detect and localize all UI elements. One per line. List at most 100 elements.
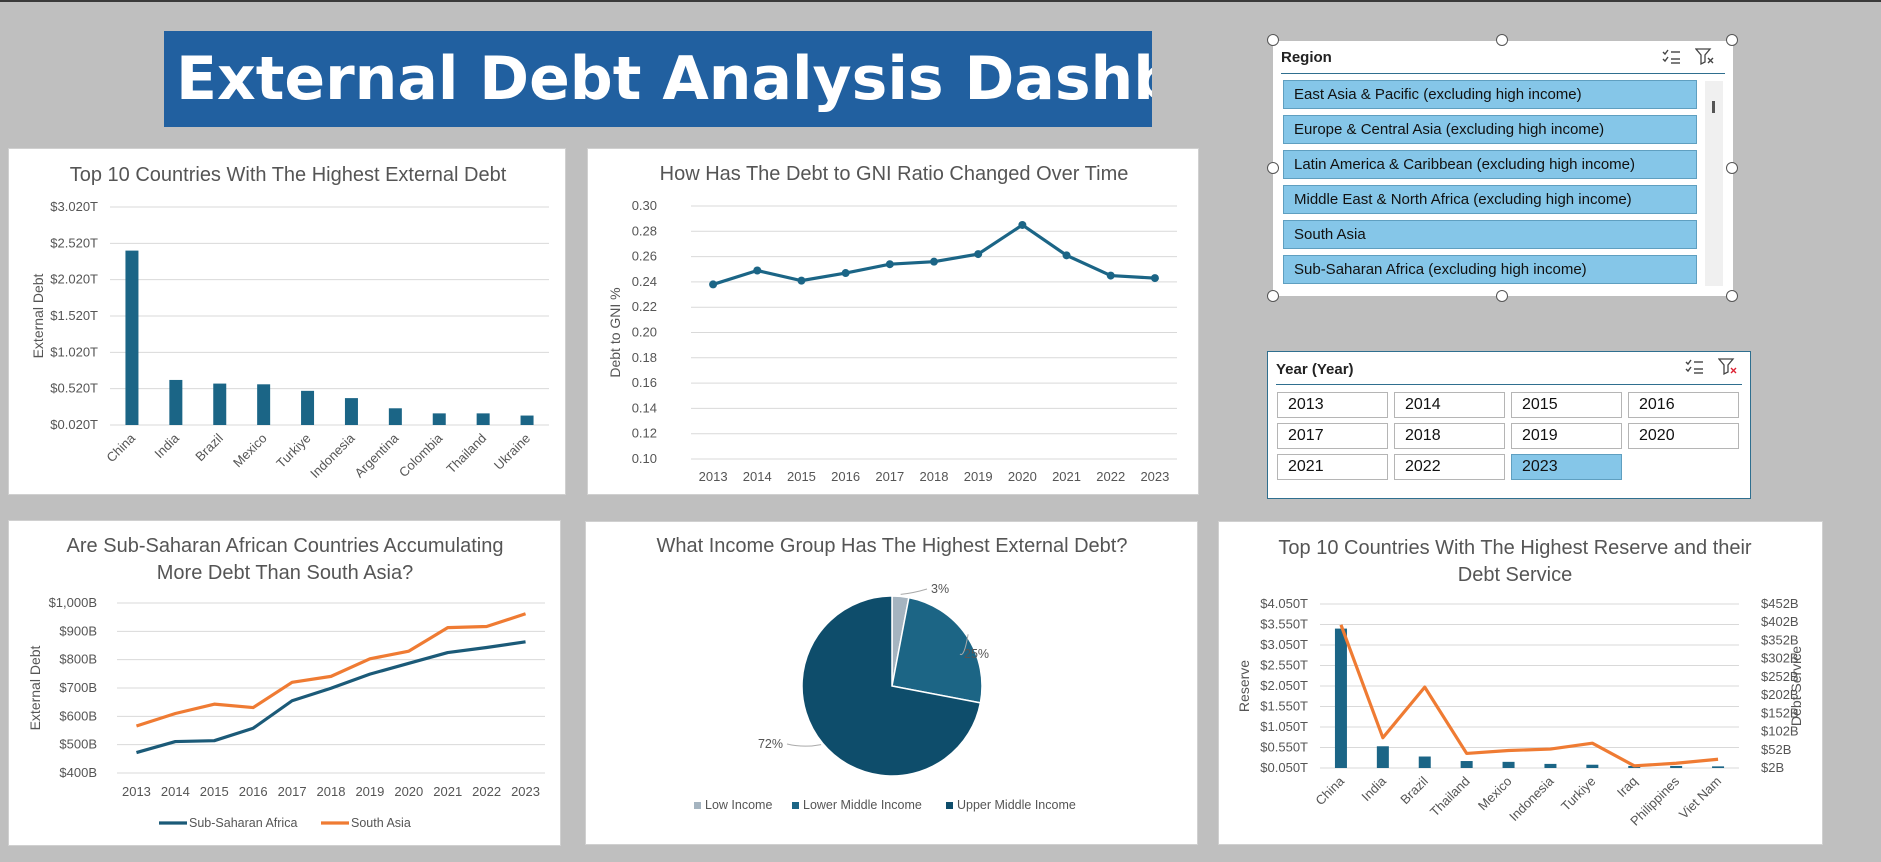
year-item-2020[interactable]: 2020	[1628, 423, 1739, 449]
x-tick-label: Brazil	[1397, 773, 1431, 807]
region-item-east-asia[interactable]: East Asia & Pacific (excluding high inco…	[1283, 80, 1697, 109]
resize-handle-tl[interactable]	[1267, 34, 1279, 46]
x-tick-label: 2022	[472, 784, 501, 799]
y2-tick-label: $152B	[1761, 705, 1799, 720]
point-2018	[930, 257, 938, 266]
bar-colombia	[432, 413, 446, 425]
legend-swatch	[946, 802, 953, 809]
chart-panel-debt-gni[interactable]: How Has The Debt to GNI Ratio Changed Ov…	[587, 148, 1199, 495]
region-item-latin-america[interactable]: Latin America & Caribbean (excluding hig…	[1283, 150, 1697, 179]
chart-title-line: More Debt Than South Asia?	[157, 562, 413, 584]
line-sub-saharan-africa	[136, 640, 526, 755]
y-tick-label: $900B	[59, 623, 97, 638]
y2-tick-label: $452B	[1761, 596, 1799, 611]
chart-title-line: Top 10 Countries With The Highest Reserv…	[1278, 537, 1752, 559]
chart-ssa-vs-sa: Are Sub-Saharan African Countries Accumu…	[27, 535, 545, 830]
y-axis-label: Debt to GNI %	[607, 287, 623, 377]
pie-slice-upper-middle-income	[801, 595, 982, 777]
y-tick-label: 0.22	[632, 299, 657, 314]
multi-select-icon[interactable]	[1661, 48, 1681, 66]
year-item-2022[interactable]: 2022	[1394, 454, 1505, 480]
x-tick-label: 2021	[1052, 469, 1081, 484]
year-item-2017[interactable]: 2017	[1277, 423, 1388, 449]
region-item-europe-central-asia[interactable]: Europe & Central Asia (excluding high in…	[1283, 115, 1697, 144]
resize-handle-ml[interactable]	[1267, 162, 1279, 174]
year-item-2015[interactable]: 2015	[1511, 392, 1622, 418]
chart-title: What Income Group Has The Highest Extern…	[657, 535, 1128, 557]
year-slicer[interactable]: Year (Year) 2013 2014 2015 2016 2017 2018 2019…	[1267, 351, 1751, 499]
y-tick-label: 0.10	[632, 451, 657, 466]
chart-title-line: Are Sub-Saharan African Countries Accumu…	[67, 535, 504, 557]
year-item-2019[interactable]: 2019	[1511, 423, 1622, 449]
bar-reserve-mexico	[1502, 761, 1515, 768]
region-item-south-asia[interactable]: South Asia	[1283, 220, 1697, 249]
region-slicer-scrollbar[interactable]	[1705, 81, 1723, 286]
scrollbar-thumb[interactable]	[1712, 101, 1715, 113]
clear-filter-icon[interactable]	[1694, 48, 1715, 66]
data-label-leader	[900, 588, 928, 595]
bar-ukraine	[520, 415, 534, 425]
year-item-2016[interactable]: 2016	[1628, 392, 1739, 418]
data-label: 72%	[758, 737, 783, 751]
bar-reserve-indonesia	[1544, 763, 1557, 768]
x-tick-label: 2013	[699, 469, 728, 484]
x-tick-label: 2014	[743, 469, 772, 484]
resize-handle-bc[interactable]	[1496, 290, 1508, 302]
chart-title: How Has The Debt to GNI Ratio Changed Ov…	[660, 163, 1129, 185]
y-tick-label: $3.020T	[50, 199, 98, 214]
point-2013	[709, 280, 718, 289]
x-tick-label: Indonesia	[1506, 773, 1557, 824]
year-item-2013[interactable]: 2013	[1277, 392, 1388, 418]
data-label-leader	[786, 743, 822, 747]
data-label: 3%	[931, 582, 949, 596]
y-axis-label: External Debt	[27, 645, 43, 730]
x-tick-label: Turkiye	[1558, 774, 1598, 814]
y-tick-label: 0.20	[632, 325, 657, 340]
y-tick-label: 0.18	[632, 350, 657, 365]
x-tick-label: 2020	[394, 784, 423, 799]
bar-reserve-thailand	[1460, 761, 1473, 768]
point-2021	[1062, 251, 1071, 260]
x-tick-label: 2023	[511, 784, 540, 799]
point-2014	[753, 266, 762, 275]
year-item-2014[interactable]: 2014	[1394, 392, 1505, 418]
resize-handle-tc[interactable]	[1496, 34, 1508, 46]
year-item-2021[interactable]: 2021	[1277, 454, 1388, 480]
y-tick-label: $800B	[59, 652, 97, 667]
year-item-2018[interactable]: 2018	[1394, 423, 1505, 449]
x-tick-label: 2016	[831, 469, 860, 484]
chart-panel-reserve-debt-service[interactable]: Top 10 Countries With The Highest Reserv…	[1218, 521, 1823, 845]
x-tick-label: 2017	[278, 784, 307, 799]
region-item-middle-east[interactable]: Middle East & North Africa (excluding hi…	[1283, 185, 1697, 214]
bar-reserve-india	[1376, 746, 1389, 768]
y-tick-label: $1.050T	[1260, 719, 1308, 734]
region-item-sub-saharan-africa[interactable]: Sub-Saharan Africa (excluding high incom…	[1283, 255, 1697, 284]
region-slicer[interactable]: Region East Asia & Pacific (excluding hi…	[1273, 41, 1733, 296]
chart-panel-top10-debt[interactable]: Top 10 Countries With The Highest Extern…	[8, 148, 566, 495]
chart-panel-ssa-vs-sa[interactable]: Are Sub-Saharan African Countries Accumu…	[8, 520, 561, 846]
resize-handle-tr[interactable]	[1726, 34, 1738, 46]
y-tick-label: 0.16	[632, 375, 657, 390]
resize-handle-br[interactable]	[1726, 290, 1738, 302]
x-tick-label: Thailand	[1427, 774, 1473, 820]
point-2019	[974, 250, 983, 259]
resize-handle-bl[interactable]	[1267, 290, 1279, 302]
resize-handle-mr[interactable]	[1726, 162, 1738, 174]
dashboard-title: External Debt Analysis Dashboard	[164, 31, 1152, 127]
x-tick-label: Iraq	[1614, 774, 1640, 800]
year-slicer-header: Year (Year)	[1276, 361, 1354, 378]
line-south-asia	[135, 612, 527, 728]
bar-argentina	[388, 408, 402, 425]
x-tick-label: 2019	[964, 469, 993, 484]
y-tick-label: $700B	[59, 680, 97, 695]
y2-tick-label: $52B	[1761, 742, 1791, 757]
x-tick-label: China	[103, 430, 138, 465]
point-2023	[1150, 274, 1159, 283]
multi-select-icon[interactable]	[1684, 358, 1704, 376]
clear-filter-icon[interactable]	[1717, 358, 1738, 376]
data-label: 25%	[964, 647, 989, 661]
y-tick-label: $4.050T	[1260, 596, 1308, 611]
year-item-2023[interactable]: 2023	[1511, 454, 1622, 480]
x-tick-label: 2013	[122, 784, 151, 799]
chart-panel-income-group[interactable]: What Income Group Has The Highest Extern…	[585, 521, 1198, 845]
